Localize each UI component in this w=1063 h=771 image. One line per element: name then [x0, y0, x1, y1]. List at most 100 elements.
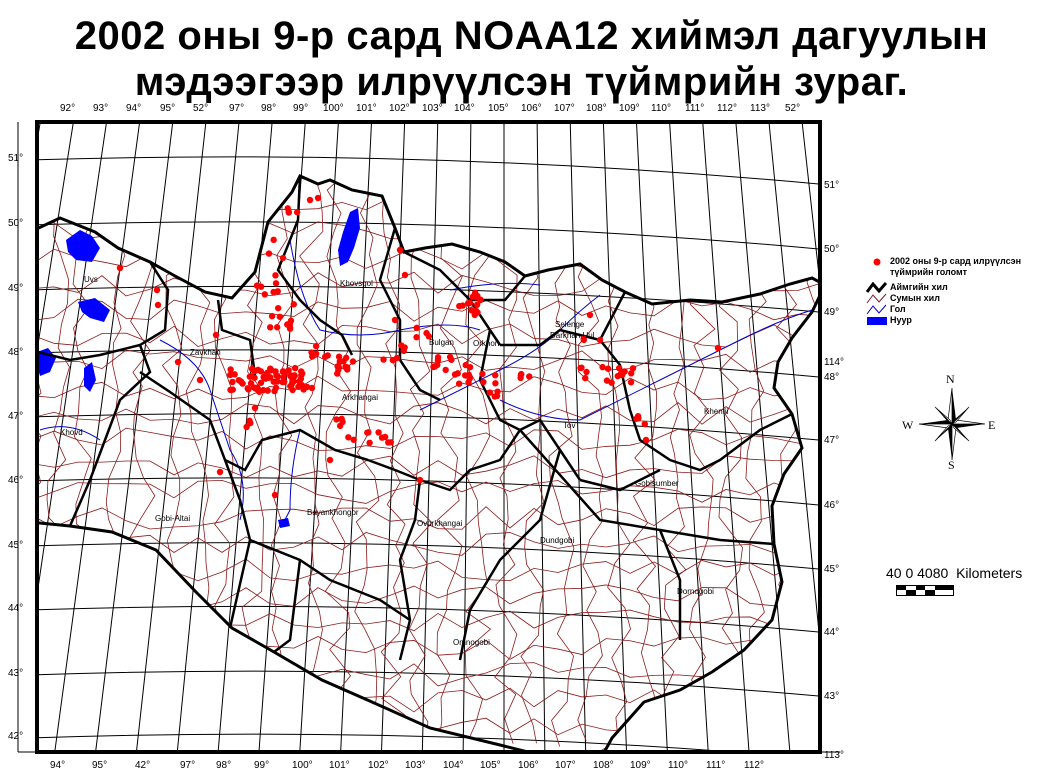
fire-point: [268, 312, 276, 320]
soum-border-line: [800, 176, 820, 746]
fire-point: [336, 422, 344, 430]
legend-fire-label: 2002 оны 9-р сард илрүүлсэн: [890, 256, 1022, 266]
bottom-longitude-label: 97°: [180, 760, 196, 771]
fire-point: [280, 373, 287, 381]
fire-point: [245, 386, 252, 393]
fire-point: [342, 354, 350, 362]
fire-point: [451, 371, 459, 378]
fire-point: [627, 379, 635, 386]
fire-point: [635, 414, 642, 422]
soum-border-line: [37, 427, 820, 451]
fire-point: [298, 372, 305, 379]
right-latitude-label: 113°: [824, 750, 844, 761]
meridian-line: [217, 122, 273, 752]
aimag-border-line: [398, 479, 422, 661]
province-label: Gobi-Altai: [155, 514, 191, 523]
aimag-border-line: [37, 343, 141, 362]
fire-point: [333, 416, 340, 423]
left-latitude-label: 48°: [8, 347, 24, 358]
fire-point: [286, 324, 294, 331]
scale-bar: 40 0 4080 Kilometers: [886, 565, 1022, 596]
fire-point: [627, 370, 635, 377]
province-label: Gobisumber: [635, 479, 679, 488]
fire-point: [247, 380, 255, 387]
river-line: [159, 339, 244, 521]
aimag-border-line: [68, 261, 170, 527]
aimag-border-line: [519, 429, 682, 640]
fire-point: [517, 374, 524, 382]
fire-point: [255, 388, 263, 395]
soum-border-line: [773, 176, 799, 743]
province-label: Zavkhan: [190, 348, 221, 357]
lake-shape: [278, 518, 290, 528]
fire-point: [583, 368, 590, 376]
province-label: Dundgobi: [540, 536, 575, 545]
fire-point: [468, 307, 475, 314]
fire-point: [273, 372, 280, 379]
right-latitude-label: 49°: [824, 307, 840, 318]
province-label: Bulgan: [429, 338, 454, 347]
fire-point: [264, 387, 271, 394]
aimag-border-line: [216, 299, 257, 376]
fire-point: [349, 358, 357, 365]
lake-shape: [66, 230, 100, 262]
fire-point: [246, 417, 253, 425]
top-longitude-label: 97°: [229, 103, 245, 114]
fire-point: [599, 363, 606, 371]
compass-s: S: [948, 458, 955, 472]
meridian-line: [462, 122, 472, 752]
legend-fire: 2002 оны 9-р сард илрүүлсэн: [866, 256, 1021, 267]
meridian-line: [536, 122, 546, 752]
fire-point: [473, 301, 481, 308]
right-latitude-label: 46°: [824, 500, 840, 511]
left-latitude-label: 43°: [8, 668, 24, 679]
bottom-longitude-label: 109°: [630, 760, 651, 771]
aimag-border-line: [500, 291, 627, 347]
fire-point: [462, 361, 469, 369]
fire-point-icon: [866, 256, 888, 267]
parallel-line: [37, 542, 820, 570]
bottom-longitude-label: 107°: [555, 760, 576, 771]
meridian-line: [735, 122, 791, 752]
top-longitude-label: 104°: [454, 103, 475, 114]
soum-border-line: [607, 176, 631, 740]
right-latitude-label: 48°: [824, 372, 840, 383]
fire-point: [423, 329, 430, 337]
fire-point: [466, 299, 474, 307]
fire-point: [274, 304, 282, 312]
fire-point: [479, 370, 486, 378]
fire-point: [385, 439, 392, 446]
top-longitude-label: 52°: [193, 103, 209, 114]
soum-border-line: [297, 176, 324, 743]
soum-border-line: [37, 455, 820, 479]
fire-point: [603, 377, 611, 384]
fire-point: [345, 434, 352, 441]
parallel-line: [37, 733, 740, 752]
fire-point: [580, 336, 588, 344]
bottom-longitude-label: 106°: [518, 760, 539, 771]
bottom-longitude-label: 105°: [480, 760, 501, 771]
top-longitude-label: 111°: [685, 103, 705, 114]
fire-point: [273, 324, 281, 331]
meridian-line: [176, 122, 240, 752]
right-latitude-label: 45°: [824, 564, 840, 575]
fire-point: [642, 436, 650, 444]
parallel-line: [37, 477, 820, 506]
lake-shape: [78, 298, 110, 322]
fire-point: [586, 311, 594, 319]
fire-point: [116, 264, 124, 272]
fire-point: [455, 380, 463, 387]
fire-point: [271, 387, 278, 395]
top-longitude-label: 98°: [261, 103, 277, 114]
legend-river: Гол: [866, 304, 1021, 315]
soum-border-line: [745, 176, 767, 746]
fire-point: [480, 378, 487, 386]
left-latitude-label: 47°: [8, 411, 24, 422]
province-label: Tov: [563, 421, 576, 430]
fire-point: [326, 456, 334, 464]
fire-point: [253, 282, 261, 289]
meridian-line: [801, 122, 820, 289]
fire-point: [174, 358, 182, 366]
fire-point: [229, 386, 236, 393]
fire-point: [324, 352, 331, 359]
